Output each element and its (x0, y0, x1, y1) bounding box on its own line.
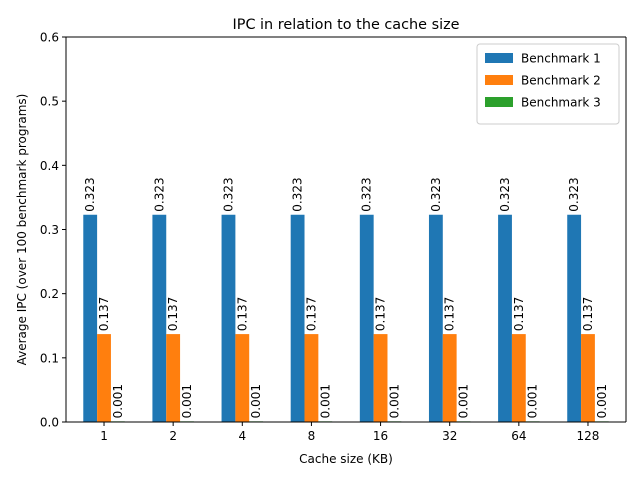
bar-value-label: 0.001 (249, 384, 263, 418)
bar-value-label: 0.323 (429, 177, 443, 211)
x-tick-label: 32 (442, 429, 457, 443)
y-tick-label: 0.3 (40, 223, 59, 237)
bar-value-label: 0.323 (498, 177, 512, 211)
bar (83, 214, 98, 422)
y-tick-label: 0.0 (40, 416, 59, 430)
bar-value-label: 0.137 (235, 297, 249, 331)
bar-value-label: 0.137 (581, 297, 595, 331)
x-tick-label: 128 (577, 429, 600, 443)
bar (498, 214, 512, 422)
bar-value-label: 0.001 (180, 384, 194, 418)
chart-title: IPC in relation to the cache size (233, 17, 460, 33)
bar-value-label: 0.137 (374, 297, 388, 331)
bar (152, 214, 167, 422)
bar (235, 334, 250, 422)
y-tick-label: 0.2 (40, 287, 59, 301)
bar (97, 334, 111, 422)
x-tick-label: 1 (100, 429, 108, 443)
bar-value-label: 0.323 (360, 177, 374, 211)
bar (359, 214, 374, 422)
bar-value-label: 0.137 (304, 297, 318, 331)
bar-value-label: 0.001 (318, 384, 332, 418)
y-axis-label: Average IPC (over 100 benchmark programs… (15, 94, 29, 366)
legend: Benchmark 1 Benchmark 2 Benchmark 3 (476, 43, 620, 125)
x-tick-label: 4 (238, 429, 246, 443)
bar (581, 334, 595, 422)
x-tick-label: 64 (511, 429, 526, 443)
bar-value-label: 0.323 (291, 177, 305, 211)
x-axis-label: Cache size (KB) (299, 452, 393, 466)
legend-swatch (485, 75, 513, 85)
y-tick-label: 0.6 (40, 31, 59, 45)
bar-value-label: 0.323 (567, 177, 581, 211)
x-tick-label: 16 (373, 429, 388, 443)
bar-value-label: 0.323 (83, 177, 97, 211)
bar (567, 214, 582, 422)
bar-value-label: 0.137 (97, 297, 111, 331)
bar-value-label: 0.001 (387, 384, 401, 418)
plot-area: 0.323 0.323 0.323 0.323 0.323 0.323 0.323 0.323… (40, 31, 627, 443)
bar-value-label: 0.001 (595, 384, 609, 418)
bar-value-label: 0.001 (457, 384, 471, 418)
legend-label: Benchmark 1 (521, 52, 601, 66)
y-tick-label: 0.1 (40, 351, 59, 365)
bar (511, 334, 526, 422)
bar (290, 214, 305, 422)
bar (442, 334, 457, 422)
bar (373, 334, 388, 422)
bar-value-label: 0.137 (443, 297, 457, 331)
x-tick-label: 2 (169, 429, 177, 443)
bar-value-label: 0.001 (526, 384, 540, 418)
legend-label: Benchmark 2 (521, 74, 601, 88)
bar-value-label: 0.323 (221, 177, 235, 211)
x-tick-label: 8 (308, 429, 316, 443)
legend-label: Benchmark 3 (521, 96, 601, 110)
bar-value-label: 0.323 (152, 177, 166, 211)
bar (166, 334, 181, 422)
bar-value-label: 0.137 (512, 297, 526, 331)
legend-swatch (485, 53, 513, 63)
y-tick-label: 0.4 (40, 159, 59, 173)
bar-value-label: 0.001 (111, 384, 125, 418)
legend-swatch (485, 97, 513, 107)
bar (221, 214, 236, 422)
y-tick-label: 0.5 (40, 95, 59, 109)
bar-value-label: 0.137 (166, 297, 180, 331)
bar (304, 334, 319, 422)
bar (428, 214, 443, 422)
